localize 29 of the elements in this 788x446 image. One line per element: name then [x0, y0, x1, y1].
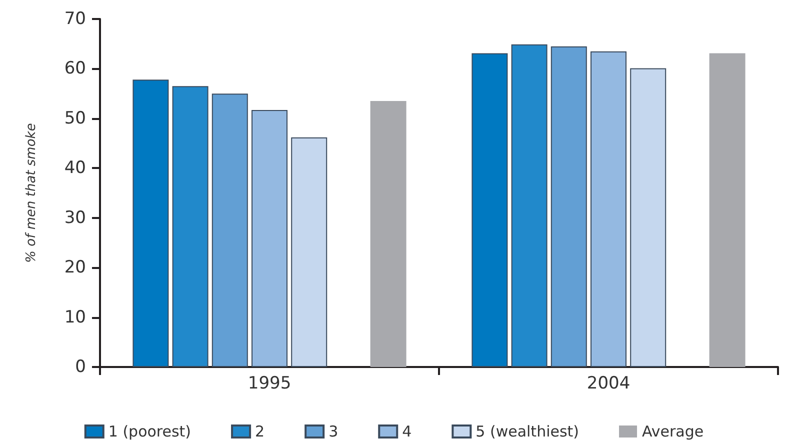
x-tick-label: 2004	[586, 374, 630, 394]
bar	[212, 94, 248, 367]
legend-label: 5 (wealthiest)	[476, 422, 580, 440]
bar	[370, 101, 406, 367]
y-tick-label: 40	[64, 158, 86, 178]
bar	[291, 137, 328, 367]
legend-label: 1 (poorest)	[108, 422, 192, 440]
y-tick-label: 0	[75, 357, 86, 377]
bar	[252, 110, 288, 367]
bar	[550, 46, 587, 367]
legend-label: 2	[255, 422, 265, 440]
y-tick-label: 30	[64, 208, 86, 228]
bar	[172, 86, 208, 367]
y-tick-label: 60	[64, 58, 86, 79]
legend-label: 3	[328, 422, 338, 440]
y-tick-label: 70	[64, 9, 86, 29]
y-tick-label: 50	[64, 108, 86, 128]
bar	[472, 53, 508, 367]
bar	[132, 80, 169, 367]
bar	[630, 68, 666, 367]
y-tick-label: 10	[64, 307, 86, 328]
y-tick-label: 20	[64, 258, 86, 278]
bar	[709, 53, 746, 367]
legend-label: Average	[642, 422, 704, 440]
legend-label: 4	[402, 422, 412, 440]
bar	[590, 51, 626, 367]
y-axis-title: % of men that smoke	[24, 123, 39, 263]
bar	[511, 44, 548, 367]
x-tick-label: 1995	[248, 374, 292, 394]
